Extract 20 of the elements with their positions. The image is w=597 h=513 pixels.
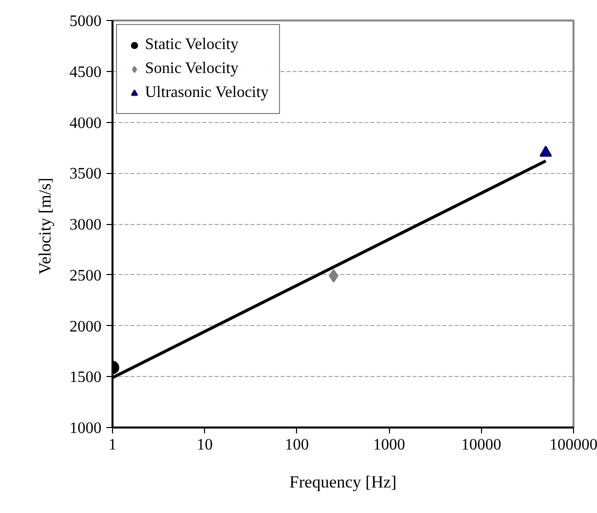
y-tick-label: 3500 [70, 166, 102, 183]
legend-label: Static Velocity [145, 36, 238, 54]
x-tick-label: 1 [108, 436, 116, 454]
x-tick-label: 1000 [373, 436, 406, 454]
x-tick-label: 10000 [461, 436, 502, 454]
y-tick-label: 1500 [70, 369, 102, 386]
y-tick-label: 1000 [70, 420, 102, 437]
x-tick-label: 10 [196, 436, 213, 454]
y-tick-label: 5000 [70, 13, 102, 30]
x-tick-label: 100000 [550, 436, 597, 454]
y-tick-label: 4500 [70, 64, 102, 81]
x-axis-title: Frequency [Hz] [289, 472, 397, 492]
legend-label: Ultrasonic Velocity [145, 84, 269, 102]
legend-label: Sonic Velocity [145, 60, 238, 78]
y-tick-label: 3000 [70, 216, 102, 234]
y-tick-label: 2000 [70, 318, 102, 336]
y-tick-label: 4000 [70, 114, 102, 132]
x-tick-label: 100 [284, 436, 309, 454]
y-tick-label: 2500 [70, 267, 102, 284]
y-axis-title: Velocity [m/s] [36, 178, 54, 275]
